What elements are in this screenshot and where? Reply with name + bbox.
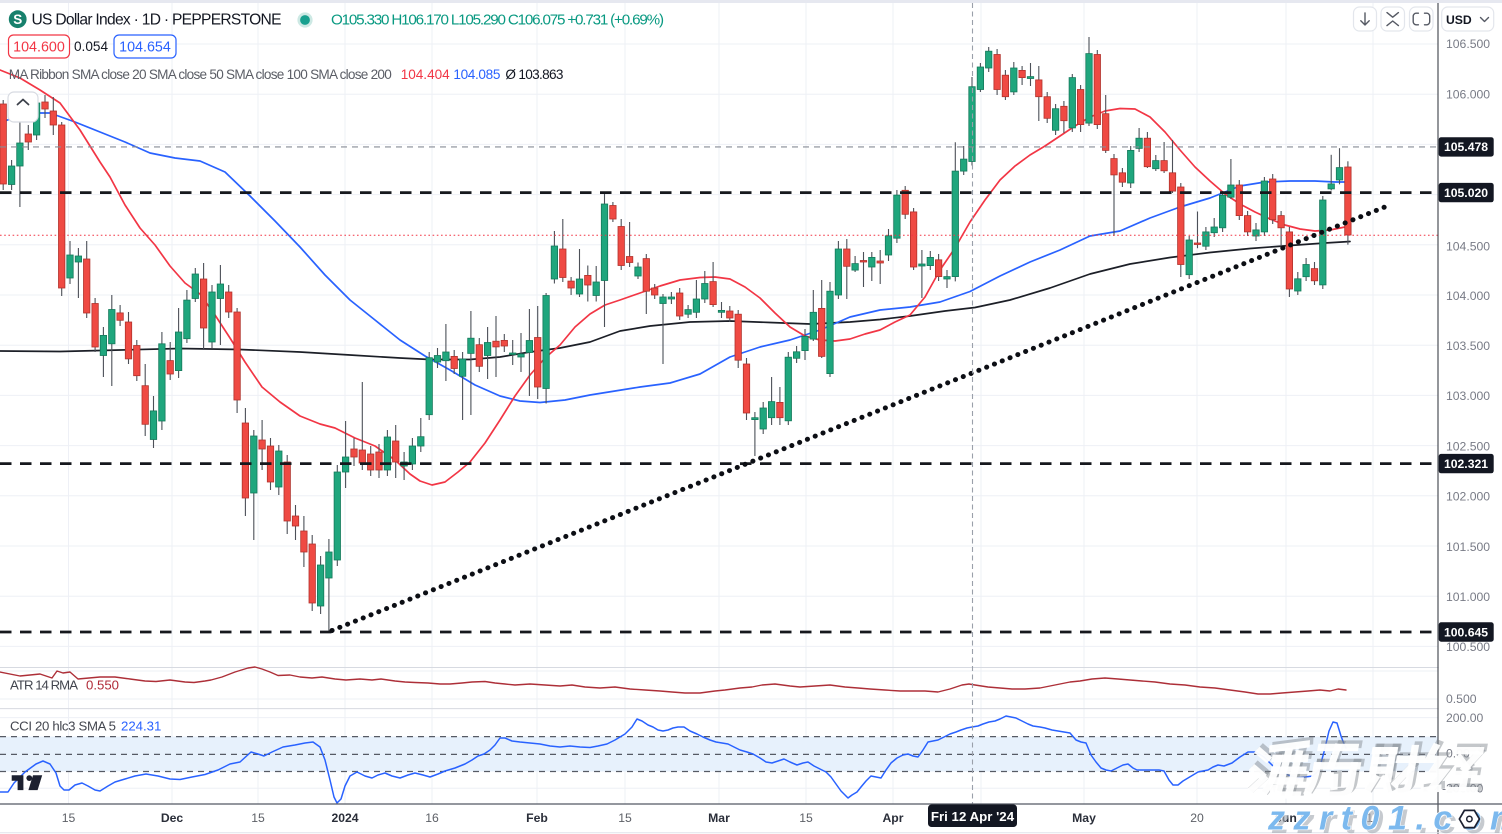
svg-text:102.321: 102.321 (1444, 457, 1488, 471)
svg-text:16: 16 (425, 811, 439, 825)
svg-text:Mar: Mar (708, 811, 730, 825)
svg-text:101.500: 101.500 (1446, 540, 1490, 554)
svg-text:200.00: 200.00 (1446, 711, 1483, 725)
svg-text:MA Ribbon SMA close 20 SMA clo: MA Ribbon SMA close 20 SMA close 50 SMA … (9, 67, 392, 82)
svg-text:105.020: 105.020 (1444, 186, 1488, 200)
svg-text:USD: USD (1446, 13, 1472, 27)
svg-text:Jun: Jun (1275, 811, 1297, 825)
svg-text:224.31: 224.31 (121, 718, 161, 733)
svg-text:104.654: 104.654 (119, 39, 171, 55)
svg-text:15: 15 (799, 811, 813, 825)
svg-text:US Dollar Index · 1D · PEPPERS: US Dollar Index · 1D · PEPPERSTONE (32, 11, 282, 28)
svg-text:Ø 103.863: Ø 103.863 (505, 67, 563, 82)
svg-text:104.000: 104.000 (1446, 289, 1490, 303)
svg-text:101.000: 101.000 (1446, 590, 1490, 604)
svg-text:103.000: 103.000 (1446, 389, 1490, 403)
svg-text:104.085: 104.085 (453, 67, 500, 82)
svg-text:17: 17 (1366, 811, 1380, 825)
svg-text:Apr: Apr (883, 811, 904, 825)
svg-text:ATR 14 RMA: ATR 14 RMA (10, 677, 78, 692)
svg-text:103.500: 103.500 (1446, 339, 1490, 353)
svg-text:100.500: 100.500 (1446, 640, 1490, 654)
svg-text:CCI 20 hlc3 SMA 5: CCI 20 hlc3 SMA 5 (10, 718, 116, 733)
svg-text:102.000: 102.000 (1446, 490, 1490, 504)
svg-text:106.000: 106.000 (1446, 87, 1490, 101)
svg-text:100.645: 100.645 (1444, 625, 1488, 639)
svg-text:20: 20 (1190, 811, 1204, 825)
svg-text:106.500: 106.500 (1446, 37, 1490, 51)
svg-text:15: 15 (62, 811, 76, 825)
svg-text:104.404: 104.404 (401, 67, 450, 82)
svg-text:Fri 12 Apr '24: Fri 12 Apr '24 (931, 809, 1015, 824)
svg-text:O105.330 H106.170 L105.290 C10: O105.330 H106.170 L105.290 C106.075 +0.7… (331, 11, 664, 28)
svg-text:0.550: 0.550 (86, 677, 119, 692)
svg-text:15: 15 (251, 811, 265, 825)
svg-text:May: May (1072, 811, 1096, 825)
svg-text:102.500: 102.500 (1446, 439, 1490, 453)
svg-text:0.054: 0.054 (74, 39, 108, 54)
svg-text:0.500: 0.500 (1446, 692, 1477, 706)
svg-text:105.478: 105.478 (1444, 140, 1488, 154)
svg-text:104.500: 104.500 (1446, 240, 1490, 254)
svg-text:104.600: 104.600 (13, 39, 65, 55)
svg-text:15: 15 (618, 811, 632, 825)
svg-text:Feb: Feb (526, 811, 548, 825)
svg-text:2024: 2024 (331, 811, 358, 825)
svg-text:Dec: Dec (161, 811, 184, 825)
svg-text:S: S (13, 12, 22, 27)
